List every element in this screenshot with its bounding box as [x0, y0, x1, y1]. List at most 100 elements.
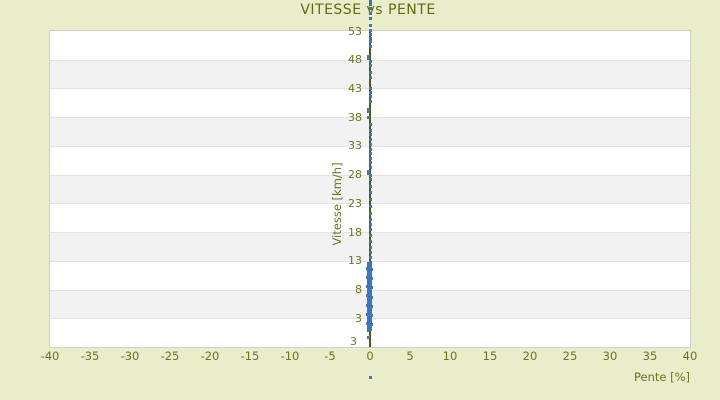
x-tick-label: 10 — [442, 349, 458, 363]
data-point — [369, 16, 373, 20]
data-point — [369, 263, 373, 267]
data-point — [368, 297, 372, 301]
data-point — [369, 185, 373, 189]
data-point — [369, 123, 373, 127]
data-point — [368, 307, 372, 310]
y-tick-label: 48 — [348, 53, 362, 67]
x-tick-label: -35 — [80, 349, 100, 363]
data-point — [366, 326, 370, 330]
y-tick-label: 33 — [348, 139, 362, 153]
data-point — [369, 304, 373, 308]
data-point — [369, 251, 373, 255]
data-point — [369, 281, 373, 285]
data-point — [368, 270, 372, 274]
data-point — [366, 315, 370, 319]
data-point — [369, 132, 373, 136]
data-point — [369, 178, 373, 182]
data-point — [369, 86, 373, 90]
data-point — [369, 174, 373, 178]
data-point — [366, 317, 370, 321]
data-point — [369, 36, 373, 40]
data-point — [369, 228, 373, 232]
data-point — [369, 161, 373, 165]
y-tick-label: 53 — [348, 24, 362, 38]
data-point — [368, 288, 372, 292]
data-point — [369, 70, 373, 74]
data-point — [369, 223, 373, 227]
data-point — [367, 301, 371, 305]
data-point — [367, 282, 371, 286]
data-point — [369, 313, 373, 317]
data-point — [366, 298, 370, 302]
data-point — [366, 57, 370, 61]
x-axis-title: Pente [%] — [633, 370, 690, 384]
data-point — [368, 265, 372, 269]
data-point — [369, 277, 373, 281]
y-axis-line — [369, 31, 371, 347]
y-axis-title: Vitesse [km/h] — [330, 162, 344, 246]
data-point — [366, 109, 370, 113]
data-point — [369, 59, 373, 63]
data-point — [367, 264, 371, 268]
data-point — [368, 284, 372, 288]
data-point — [366, 289, 370, 293]
data-point — [369, 300, 373, 304]
data-point — [366, 266, 370, 270]
x-tick-label: 40 — [682, 349, 698, 363]
y-tick-label: 43 — [348, 81, 362, 95]
data-point — [369, 76, 373, 80]
data-point — [368, 261, 372, 265]
data-point — [369, 157, 373, 161]
data-point — [369, 3, 373, 7]
x-tick-label: -20 — [200, 349, 220, 363]
data-point — [369, 100, 373, 104]
y-tick-label: 8 — [355, 283, 362, 297]
data-point — [369, 198, 373, 202]
data-point — [366, 285, 370, 289]
x-tick-label: -25 — [160, 349, 180, 363]
data-point — [366, 115, 370, 119]
data-point — [367, 292, 371, 296]
data-point — [366, 296, 370, 300]
x-tick-label: -10 — [280, 349, 300, 363]
x-tick-label: -40 — [40, 349, 60, 363]
data-point — [366, 294, 370, 298]
data-point — [369, 318, 373, 322]
data-point — [366, 305, 370, 309]
data-point — [369, 151, 373, 155]
data-point — [366, 262, 370, 266]
data-point — [367, 328, 371, 332]
data-point — [369, 190, 373, 194]
data-point — [369, 63, 373, 67]
x-tick-label: -30 — [120, 349, 140, 363]
data-point — [367, 273, 371, 277]
data-point — [369, 272, 373, 276]
data-point — [369, 32, 373, 36]
data-point — [368, 279, 372, 283]
data-point — [369, 138, 373, 142]
data-point — [366, 269, 370, 273]
data-point — [369, 234, 373, 238]
data-point — [369, 143, 373, 147]
data-point — [369, 327, 373, 331]
data-point — [366, 271, 370, 275]
data-point — [369, 45, 373, 48]
data-point — [366, 170, 370, 174]
data-point — [369, 7, 373, 11]
x-tick-label: -5 — [324, 349, 336, 363]
chart-title: VITESSE vs PENTE — [300, 2, 436, 18]
y-axis-baseline-label: 3 — [350, 335, 357, 348]
data-point — [369, 309, 373, 313]
data-point — [369, 0, 373, 4]
data-point — [369, 295, 373, 299]
y-tick-label: 13 — [348, 254, 362, 268]
data-point — [369, 290, 373, 294]
data-point — [366, 278, 370, 282]
y-tick-label: 23 — [348, 196, 362, 210]
y-tick-label: 38 — [348, 110, 362, 124]
data-point — [368, 274, 372, 278]
x-tick-label: -15 — [240, 349, 260, 363]
x-tick-label: 20 — [522, 349, 538, 363]
data-point — [368, 316, 372, 320]
data-point — [369, 267, 373, 271]
